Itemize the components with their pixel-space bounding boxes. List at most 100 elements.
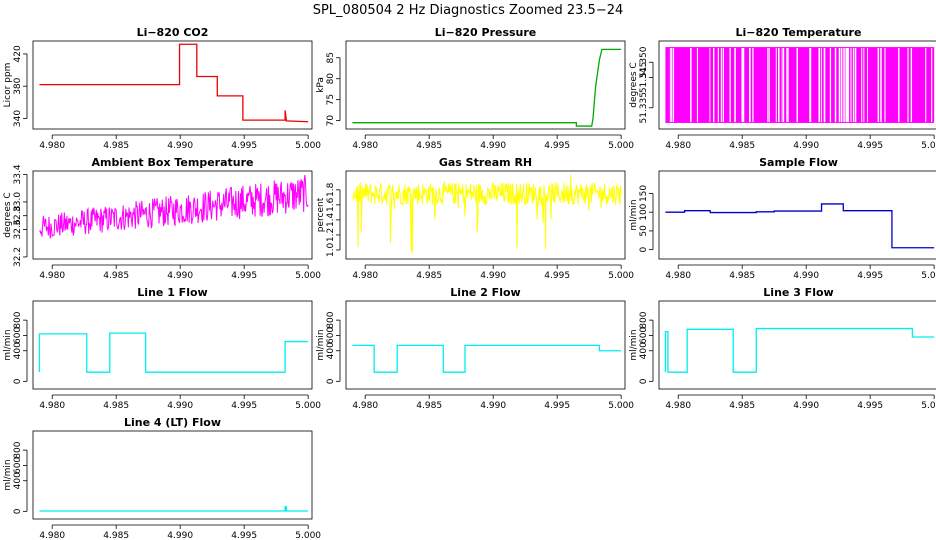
x-tick-label: 4.980 [665,141,691,151]
x-tick-label: 5.000 [921,141,936,151]
x-tick-label: 5.000 [295,531,321,540]
plot-frame [658,300,936,390]
y-axis-label: kPa [316,77,326,93]
x-tick-label: 4.995 [231,531,257,540]
chart-panel: Ambient Box Temperature degrees C 4.980 4.9… [3,156,321,281]
chart-panel: Li−820 Temperature degrees C 4.980 4.985 4.9… [629,26,936,151]
x-tick-label: 4.990 [167,401,193,411]
chart-panel: Li−820 CO2 Licor ppm 4.980 4.985 4.990 4.995 5… [3,26,321,151]
y-axis-label: ml/min [629,199,639,230]
y-tick-label: 51.345 [639,62,649,94]
y-axis-label: Licor ppm [3,63,13,108]
y-tick-label: 600 [13,457,23,474]
data-layer [38,332,309,373]
plot-frame [32,430,313,520]
series-line [664,327,935,373]
panel-title: Li−820 CO2 [137,26,209,39]
chart-panel: Line 4 (LT) Flow ml/min 4.980 4.985 4.990 4.9… [3,416,321,540]
y-axis-label: degrees C [629,62,639,107]
chart-panel: Sample Flow ml/min 4.980 4.985 4.990 4.995 5.0… [629,156,936,281]
data-layer [39,174,309,239]
x-tick-label: 5.000 [295,271,321,281]
plot-frame [345,300,626,390]
x-tick-label: 4.985 [416,271,442,281]
data-layer [352,174,622,254]
y-tick-label: 1.0 [326,243,336,258]
y-tick-label: 1.6 [326,197,336,212]
x-tick-label: 4.985 [729,271,755,281]
plot-frame [32,300,313,390]
series-line [352,48,622,127]
x-tick-label: 4.985 [729,141,755,151]
x-tick-label: 4.980 [39,271,65,281]
plot-frame [32,40,313,130]
series-line [39,174,309,239]
panel-title: Line 4 (LT) Flow [124,416,221,429]
y-axis-label: percent [316,197,326,232]
x-tick-label: 4.980 [39,401,65,411]
x-tick-label: 5.000 [608,141,634,151]
x-tick-label: 4.980 [352,401,378,411]
panel-title: Li−820 Pressure [435,26,537,39]
plot-frame [658,170,936,260]
y-tick-label: 32.6 [13,219,23,239]
x-tick-label: 5.000 [921,271,936,281]
y-tick-label: 100 [639,203,649,220]
data-layer [665,47,935,123]
y-tick-label: 400 [13,342,23,359]
plot-frame [345,40,626,130]
y-tick-label: 32.2 [13,247,23,267]
y-axis-label: ml/min [3,329,13,360]
y-tick-label: 400 [13,472,23,489]
series-line [352,344,622,373]
x-tick-label: 4.990 [167,141,193,151]
panel-title: Line 2 Flow [450,286,520,299]
y-tick-label: 600 [326,327,336,344]
y-tick-label: 600 [13,327,23,344]
y-tick-label: 400 [326,342,336,359]
x-tick-label: 4.980 [352,141,378,151]
panel-grid: Li−820 CO2 Licor ppm 4.980 4.985 4.990 4.995 5… [3,26,936,540]
series-line [665,203,935,249]
x-tick-label: 4.990 [480,401,506,411]
y-tick-label: 420 [13,45,23,62]
chart-panel: Line 3 Flow ml/min 4.980 4.985 4.990 4.995 5.0… [629,286,936,411]
x-tick-label: 4.995 [231,141,257,151]
panel-title: Gas Stream RH [439,156,532,169]
panel-title: Li−820 Temperature [736,26,862,39]
x-tick-label: 5.000 [921,401,936,411]
x-tick-label: 4.980 [39,141,65,151]
panel-title: Sample Flow [759,156,838,169]
y-tick-label: 1.4 [326,212,336,227]
y-tick-label: 800 [13,311,23,328]
y-tick-label: 75 [326,94,336,105]
x-tick-label: 4.985 [416,141,442,151]
data-layer [664,327,935,373]
x-tick-label: 5.000 [295,141,321,151]
data-layer [665,203,935,249]
panel-title: Line 3 Flow [763,286,833,299]
x-tick-label: 4.990 [793,141,819,151]
y-tick-label: 400 [639,342,649,359]
y-tick-label: 33.4 [13,164,23,184]
y-tick-label: 600 [639,327,649,344]
y-tick-label: 0 [13,508,23,514]
y-tick-label: 800 [326,311,336,328]
y-tick-label: 85 [326,52,336,63]
x-tick-label: 4.980 [665,271,691,281]
y-tick-label: 0 [639,247,649,253]
x-tick-label: 4.990 [167,531,193,540]
panel-title: Ambient Box Temperature [92,156,254,169]
y-tick-label: 70 [326,115,336,127]
x-tick-label: 4.995 [231,271,257,281]
y-tick-label: 0 [13,378,23,384]
x-tick-label: 4.980 [665,401,691,411]
x-tick-label: 4.980 [39,531,65,540]
figure-title: SPL_080504 2 Hz Diagnostics Zoomed 23.5−… [313,3,624,18]
y-tick-label: 1.8 [326,182,336,197]
x-tick-label: 5.000 [608,401,634,411]
y-tick-label: 150 [639,185,649,202]
data-layer [39,43,309,123]
y-tick-label: 1.2 [326,228,336,242]
